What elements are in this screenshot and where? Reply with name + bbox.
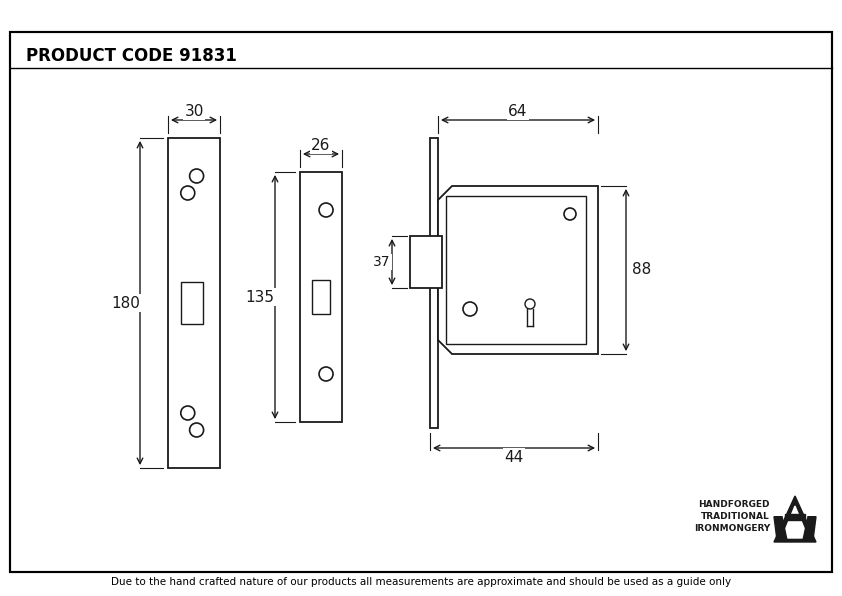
- Text: TRADITIONAL: TRADITIONAL: [701, 512, 770, 521]
- Bar: [430, 138, 438, 428]
- Text: 26: 26: [312, 138, 331, 153]
- Polygon shape: [782, 506, 808, 538]
- Bar: [312, 280, 330, 314]
- Text: 30: 30: [184, 104, 204, 119]
- Bar: [168, 138, 220, 468]
- Text: PRODUCT CODE 91831: PRODUCT CODE 91831: [26, 47, 237, 65]
- Polygon shape: [803, 517, 816, 540]
- Polygon shape: [785, 514, 805, 520]
- Text: 37: 37: [373, 255, 391, 269]
- Polygon shape: [774, 496, 816, 542]
- Text: IRONMONGERY: IRONMONGERY: [694, 524, 770, 533]
- Bar: [446, 196, 586, 344]
- Bar: [410, 236, 442, 288]
- Text: HANDFORGED: HANDFORGED: [699, 500, 770, 509]
- Text: Due to the hand crafted nature of our products all measurements are approximate : Due to the hand crafted nature of our pr…: [111, 577, 731, 587]
- Bar: [300, 172, 342, 422]
- Text: 44: 44: [504, 449, 524, 464]
- Polygon shape: [438, 186, 598, 354]
- Text: 135: 135: [246, 290, 274, 305]
- Bar: [181, 282, 203, 324]
- Polygon shape: [774, 517, 787, 540]
- Text: 64: 64: [509, 104, 528, 119]
- Text: 180: 180: [111, 296, 141, 311]
- Text: 88: 88: [632, 262, 652, 278]
